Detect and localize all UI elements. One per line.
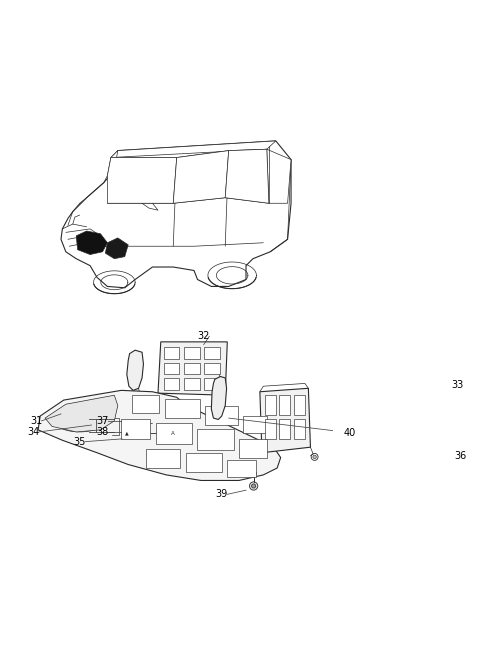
Polygon shape (156, 423, 192, 443)
Polygon shape (186, 453, 222, 472)
Circle shape (250, 463, 256, 470)
Polygon shape (294, 395, 305, 415)
Polygon shape (121, 419, 150, 439)
Circle shape (251, 465, 255, 468)
Circle shape (151, 422, 154, 424)
Text: 38: 38 (96, 427, 108, 437)
Polygon shape (242, 416, 267, 434)
Circle shape (311, 453, 318, 461)
Polygon shape (164, 348, 180, 359)
Circle shape (120, 415, 123, 418)
Text: 33: 33 (451, 380, 464, 390)
Text: 36: 36 (455, 451, 467, 461)
Polygon shape (204, 363, 220, 375)
Polygon shape (111, 141, 276, 157)
Polygon shape (205, 405, 239, 425)
Text: 34: 34 (27, 427, 39, 437)
Text: ▲: ▲ (125, 430, 129, 435)
Text: 32: 32 (198, 331, 210, 341)
Circle shape (252, 484, 256, 488)
Polygon shape (164, 363, 180, 375)
Polygon shape (76, 231, 108, 255)
Polygon shape (184, 378, 200, 390)
Circle shape (216, 366, 222, 372)
Polygon shape (61, 141, 291, 288)
Circle shape (173, 422, 180, 428)
Polygon shape (264, 395, 276, 415)
Circle shape (236, 443, 242, 451)
Polygon shape (45, 395, 118, 432)
Polygon shape (145, 449, 180, 468)
Polygon shape (158, 342, 228, 395)
Polygon shape (158, 430, 165, 436)
Polygon shape (165, 399, 200, 418)
Circle shape (164, 397, 168, 401)
Polygon shape (204, 378, 220, 390)
Text: 37: 37 (96, 416, 109, 426)
Polygon shape (173, 151, 228, 203)
Polygon shape (211, 377, 227, 419)
Polygon shape (197, 429, 234, 450)
Polygon shape (260, 388, 311, 453)
Polygon shape (132, 388, 140, 398)
Polygon shape (225, 149, 269, 203)
Text: A: A (170, 431, 174, 436)
Circle shape (313, 455, 316, 459)
Polygon shape (267, 149, 291, 203)
Text: 35: 35 (73, 437, 86, 447)
Polygon shape (105, 238, 128, 258)
Circle shape (118, 413, 125, 419)
Circle shape (237, 445, 241, 449)
Polygon shape (228, 460, 256, 477)
Polygon shape (279, 395, 290, 415)
Text: 31: 31 (30, 416, 42, 426)
Polygon shape (108, 157, 177, 203)
Text: 40: 40 (344, 428, 356, 438)
Circle shape (250, 482, 258, 490)
Polygon shape (279, 419, 290, 439)
Polygon shape (127, 350, 144, 390)
Polygon shape (38, 390, 281, 480)
Polygon shape (251, 472, 257, 476)
Polygon shape (264, 419, 276, 439)
Polygon shape (184, 348, 200, 359)
Polygon shape (132, 395, 159, 413)
Circle shape (149, 419, 156, 426)
Polygon shape (204, 348, 220, 359)
Polygon shape (164, 378, 180, 390)
Polygon shape (294, 419, 305, 439)
Polygon shape (108, 151, 118, 176)
Text: 39: 39 (216, 489, 228, 499)
Circle shape (175, 423, 179, 427)
Polygon shape (239, 439, 267, 459)
Polygon shape (184, 363, 200, 375)
